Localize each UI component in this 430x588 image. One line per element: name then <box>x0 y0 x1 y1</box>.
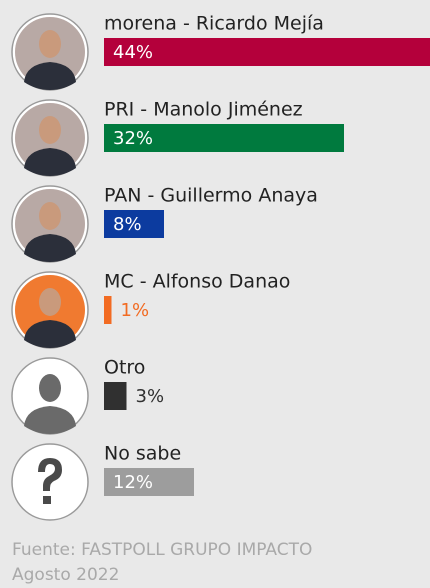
value-label: 12% <box>113 472 153 493</box>
candidate-name: morena - Ricardo Mejía <box>104 13 324 35</box>
candidate-name: Otro <box>104 357 145 379</box>
candidate-name: PRI - Manolo Jiménez <box>104 99 303 121</box>
candidate-name: No sabe <box>104 443 181 465</box>
avatar-head <box>39 202 61 230</box>
avatar-head <box>39 374 61 402</box>
bar <box>104 382 127 410</box>
avatar-head <box>39 30 61 58</box>
bar <box>104 296 112 324</box>
candidate-name: MC - Alfonso Danao <box>104 271 290 293</box>
avatar-head <box>39 116 61 144</box>
source: Fuente: FASTPOLL GRUPO IMPACTO <box>12 540 312 560</box>
chart: Fuente: FASTPOLL GRUPO IMPACTO Agosto 20… <box>0 0 430 584</box>
value-label: 1% <box>121 300 150 321</box>
value-label: 44% <box>113 42 153 63</box>
value-label: 3% <box>136 386 165 407</box>
source-date: Agosto 2022 <box>12 565 119 584</box>
candidate-name: PAN - Guillermo Anaya <box>104 185 318 207</box>
value-label: 32% <box>113 128 153 149</box>
value-label: 8% <box>113 214 142 235</box>
avatar-head <box>39 288 61 316</box>
